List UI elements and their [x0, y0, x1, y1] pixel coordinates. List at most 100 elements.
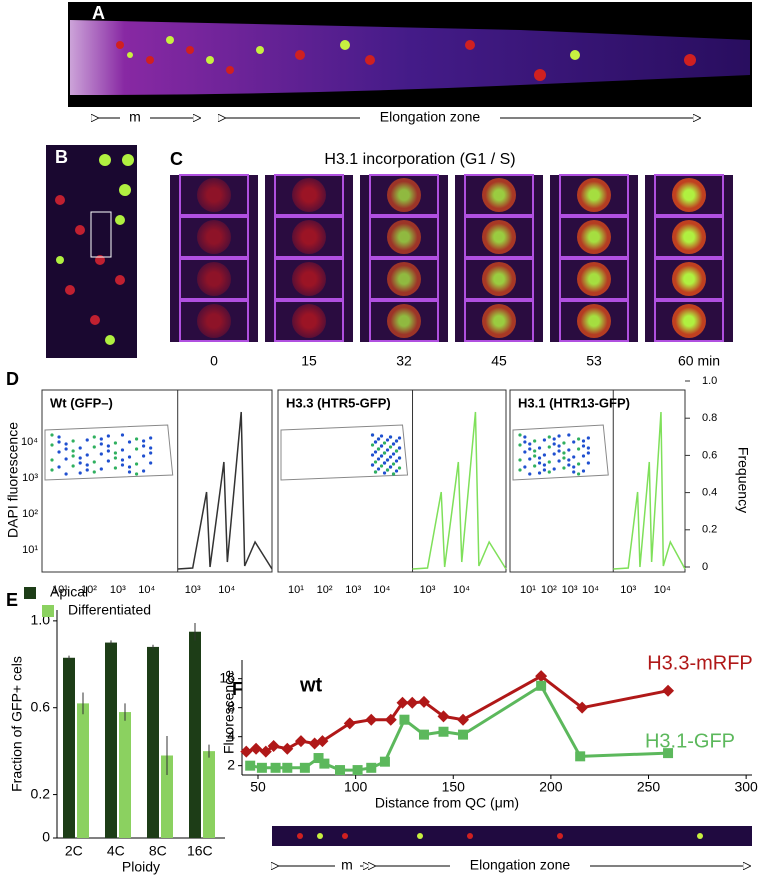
nucleus [387, 262, 421, 296]
event [385, 468, 390, 472]
nucleus [482, 304, 516, 338]
event [106, 444, 110, 448]
event [142, 469, 146, 473]
x-tick-label: 10³ [345, 584, 361, 596]
x-tick-label: 10³ [562, 584, 578, 596]
event [552, 442, 556, 446]
marker [535, 670, 548, 683]
event [113, 456, 118, 460]
panel-title: H3.1 incorporation (G1 / S) [324, 151, 515, 168]
event [557, 434, 561, 438]
marker [294, 735, 307, 748]
nucleus [387, 304, 421, 338]
nucleus [387, 220, 421, 254]
event [57, 465, 61, 469]
marker [250, 742, 263, 755]
event [562, 451, 566, 455]
marker [240, 745, 253, 758]
event [78, 456, 82, 460]
event [134, 462, 139, 466]
event [572, 465, 576, 469]
event [106, 459, 110, 463]
event [370, 453, 375, 457]
cell-wall [464, 258, 534, 300]
event [373, 460, 378, 464]
event [537, 461, 542, 465]
x-tick-label: 100 [344, 779, 368, 795]
event [537, 471, 542, 475]
event [113, 441, 118, 445]
marker [379, 756, 390, 767]
x-tick-label: 10² [541, 584, 557, 596]
y2-tick-label: 0.8 [702, 412, 717, 424]
event [518, 433, 522, 437]
event [394, 449, 399, 453]
x-tick-label: 10⁴ [654, 584, 671, 596]
cell-wall [274, 258, 344, 300]
event [370, 463, 375, 467]
root-image [70, 20, 750, 95]
bar [63, 657, 75, 838]
event [528, 472, 532, 476]
event [388, 455, 393, 459]
nucleus [577, 220, 611, 254]
event [142, 444, 146, 448]
marker [259, 745, 272, 758]
event [533, 464, 537, 468]
x-tick-label: 200 [539, 779, 563, 795]
event [57, 450, 61, 454]
panel-label: A [92, 3, 105, 23]
event [120, 448, 125, 452]
cell-wall [274, 300, 344, 342]
event [528, 457, 532, 461]
event [106, 434, 110, 438]
nucleus [482, 178, 516, 212]
root-strip [272, 826, 752, 846]
event [547, 470, 551, 474]
event [385, 438, 390, 442]
marker [316, 735, 329, 748]
event [586, 451, 590, 455]
marker [270, 762, 281, 773]
event [92, 435, 96, 439]
cell-wall [274, 216, 344, 258]
x-tick-label: 150 [442, 779, 466, 795]
event [528, 442, 532, 446]
event [388, 465, 393, 469]
marker [352, 765, 363, 776]
y2-tick-label: 1.0 [702, 375, 717, 387]
marker [343, 717, 356, 730]
event [382, 441, 387, 445]
event [581, 454, 586, 458]
marker [457, 713, 470, 726]
y2-tick-label: 0.2 [702, 524, 717, 536]
nuclei [116, 40, 696, 81]
panel-label: C [170, 149, 183, 169]
event [388, 445, 393, 449]
event [391, 452, 396, 456]
y-tick-label: 0.2 [31, 785, 51, 801]
event [376, 437, 381, 441]
event [397, 446, 402, 450]
cell-wall [369, 300, 439, 342]
cell-wall [179, 258, 249, 300]
cell-wall [559, 216, 629, 258]
marker [282, 762, 293, 773]
event [379, 444, 384, 448]
marker [536, 680, 547, 691]
event [562, 466, 566, 470]
nucleus [577, 304, 611, 338]
event [64, 457, 68, 461]
marker [458, 729, 469, 740]
event [577, 472, 581, 476]
histogram [177, 411, 273, 570]
event [581, 444, 586, 448]
strip-nuclei [297, 833, 703, 839]
event [71, 464, 75, 468]
event [518, 458, 522, 462]
event [71, 449, 75, 453]
cell-wall [559, 300, 629, 342]
gate [44, 424, 174, 481]
event [537, 446, 542, 450]
